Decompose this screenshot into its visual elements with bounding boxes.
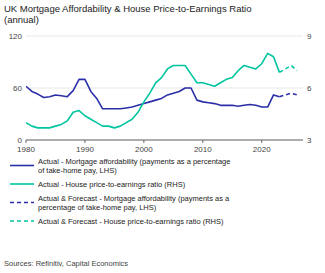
series-line bbox=[279, 65, 297, 72]
legend-swatch bbox=[10, 183, 34, 185]
legend-label: Actual & Forecast - Mortgage affordabili… bbox=[38, 194, 230, 212]
legend-label: Actual - House price-to-earnings ratio (… bbox=[38, 180, 186, 189]
legend-swatch bbox=[10, 165, 34, 167]
plot-area bbox=[26, 53, 297, 128]
text-line: Actual - Mortgage affordability (payment… bbox=[38, 157, 230, 166]
title: UK Mortgage Affordability & House Price-… bbox=[4, 3, 251, 25]
y-tick-label: 120 bbox=[9, 32, 23, 41]
x-tick bbox=[143, 140, 144, 143]
legend-swatch bbox=[10, 220, 34, 222]
legend-swatch bbox=[10, 202, 34, 204]
y2-tick-label: 9 bbox=[307, 32, 312, 41]
series-line bbox=[26, 53, 279, 128]
grid-line bbox=[26, 36, 303, 37]
source: Sources: Refinitiv, Capital Economics bbox=[4, 259, 128, 268]
text-line: (annual) bbox=[4, 14, 39, 25]
x-tick bbox=[26, 140, 27, 143]
text-line: UK Mortgage Affordability & House Price-… bbox=[4, 3, 251, 14]
x-tick-label: 2000 bbox=[135, 145, 153, 154]
y-tick-label: 60 bbox=[13, 84, 22, 93]
series-line bbox=[279, 93, 297, 96]
text-line: of take-home pay, LHS) bbox=[38, 166, 117, 175]
y2-tick-label: 6 bbox=[307, 84, 312, 93]
legend-label: Actual - Mortgage affordability (payment… bbox=[38, 157, 230, 175]
x-tick bbox=[261, 140, 262, 143]
chart: UK Mortgage Affordability & House Price-… bbox=[0, 0, 325, 273]
x-tick-label: 2020 bbox=[253, 145, 271, 154]
grid-line bbox=[26, 88, 303, 89]
y-tick-label: 0 bbox=[18, 136, 23, 145]
legend-label: Actual & Forecast - House price-to-earni… bbox=[38, 217, 224, 226]
text-line: Actual & Forecast - Mortgage affordabili… bbox=[38, 194, 230, 203]
x-tick bbox=[202, 140, 203, 143]
y2-tick-label: 3 bbox=[307, 136, 312, 145]
text-line: percentage of take-home pay, LHS) bbox=[38, 203, 157, 212]
x-tick-label: 1990 bbox=[76, 145, 94, 154]
series-line bbox=[26, 79, 279, 108]
x-tick-label: 2010 bbox=[194, 145, 212, 154]
text-line: Actual - House price-to-earnings ratio (… bbox=[38, 180, 186, 189]
text-line: Actual & Forecast - House price-to-earni… bbox=[38, 217, 224, 226]
x-tick-label: 1980 bbox=[17, 145, 35, 154]
x-tick bbox=[84, 140, 85, 143]
